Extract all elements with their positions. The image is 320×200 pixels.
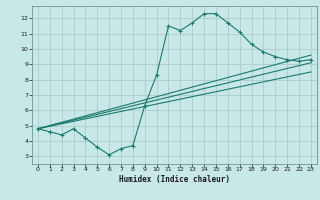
X-axis label: Humidex (Indice chaleur): Humidex (Indice chaleur) — [119, 175, 230, 184]
